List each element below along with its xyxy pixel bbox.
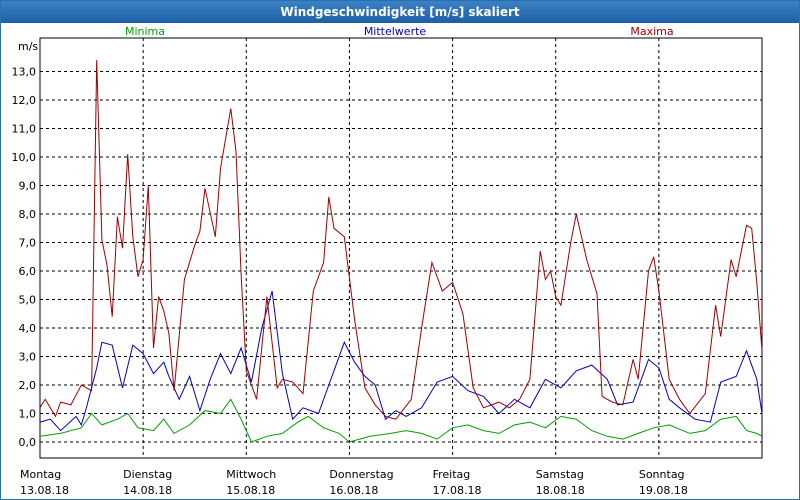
date-label: 18.08.18 xyxy=(536,484,585,497)
date-label: 15.08.18 xyxy=(226,484,275,497)
y-axis-label: m/s xyxy=(18,40,38,53)
y-tick-label: 2,0 xyxy=(19,379,37,392)
date-label: 16.08.18 xyxy=(329,484,378,497)
legend-minima: Minima xyxy=(125,25,165,38)
y-tick-label: 3,0 xyxy=(19,351,37,364)
chart-title: Windgeschwindigkeit [m/s] skaliert xyxy=(1,1,799,23)
y-tick-label: 7,0 xyxy=(19,237,37,250)
plot-frame xyxy=(39,37,763,459)
day-label: Freitag xyxy=(433,468,471,481)
y-tick-label: 5,0 xyxy=(19,294,37,307)
y-tick-label: 6,0 xyxy=(19,265,37,278)
y-tick-label: 1,0 xyxy=(19,408,37,421)
day-label: Dienstag xyxy=(123,468,172,481)
day-label: Donnerstag xyxy=(329,468,393,481)
day-label: Mittwoch xyxy=(226,468,276,481)
y-tick-label: 13,0 xyxy=(12,66,37,79)
series-line-mittelwerte xyxy=(39,290,763,432)
date-label: 14.08.18 xyxy=(123,484,172,497)
date-label: 13.08.18 xyxy=(20,484,69,497)
y-tick-label: 11,0 xyxy=(12,123,37,136)
y-tick-label: 9,0 xyxy=(19,180,37,193)
y-tick-label: 8,0 xyxy=(19,208,37,221)
date-label: 19.08.18 xyxy=(639,484,688,497)
y-tick-label: 4,0 xyxy=(19,322,37,335)
y-tick-label: 12,0 xyxy=(12,94,37,107)
day-label: Sonntag xyxy=(639,468,685,481)
legend-mittelwerte: Mittelwerte xyxy=(364,25,427,38)
series-line-maxima xyxy=(39,60,763,420)
series-line-minima xyxy=(39,398,763,443)
day-label: Montag xyxy=(20,468,61,481)
date-label: 17.08.18 xyxy=(433,484,482,497)
y-tick-label: 10,0 xyxy=(12,151,37,164)
day-label: Samstag xyxy=(536,468,584,481)
legend-maxima: Maxima xyxy=(630,25,673,38)
y-tick-label: 0,0 xyxy=(19,436,37,449)
